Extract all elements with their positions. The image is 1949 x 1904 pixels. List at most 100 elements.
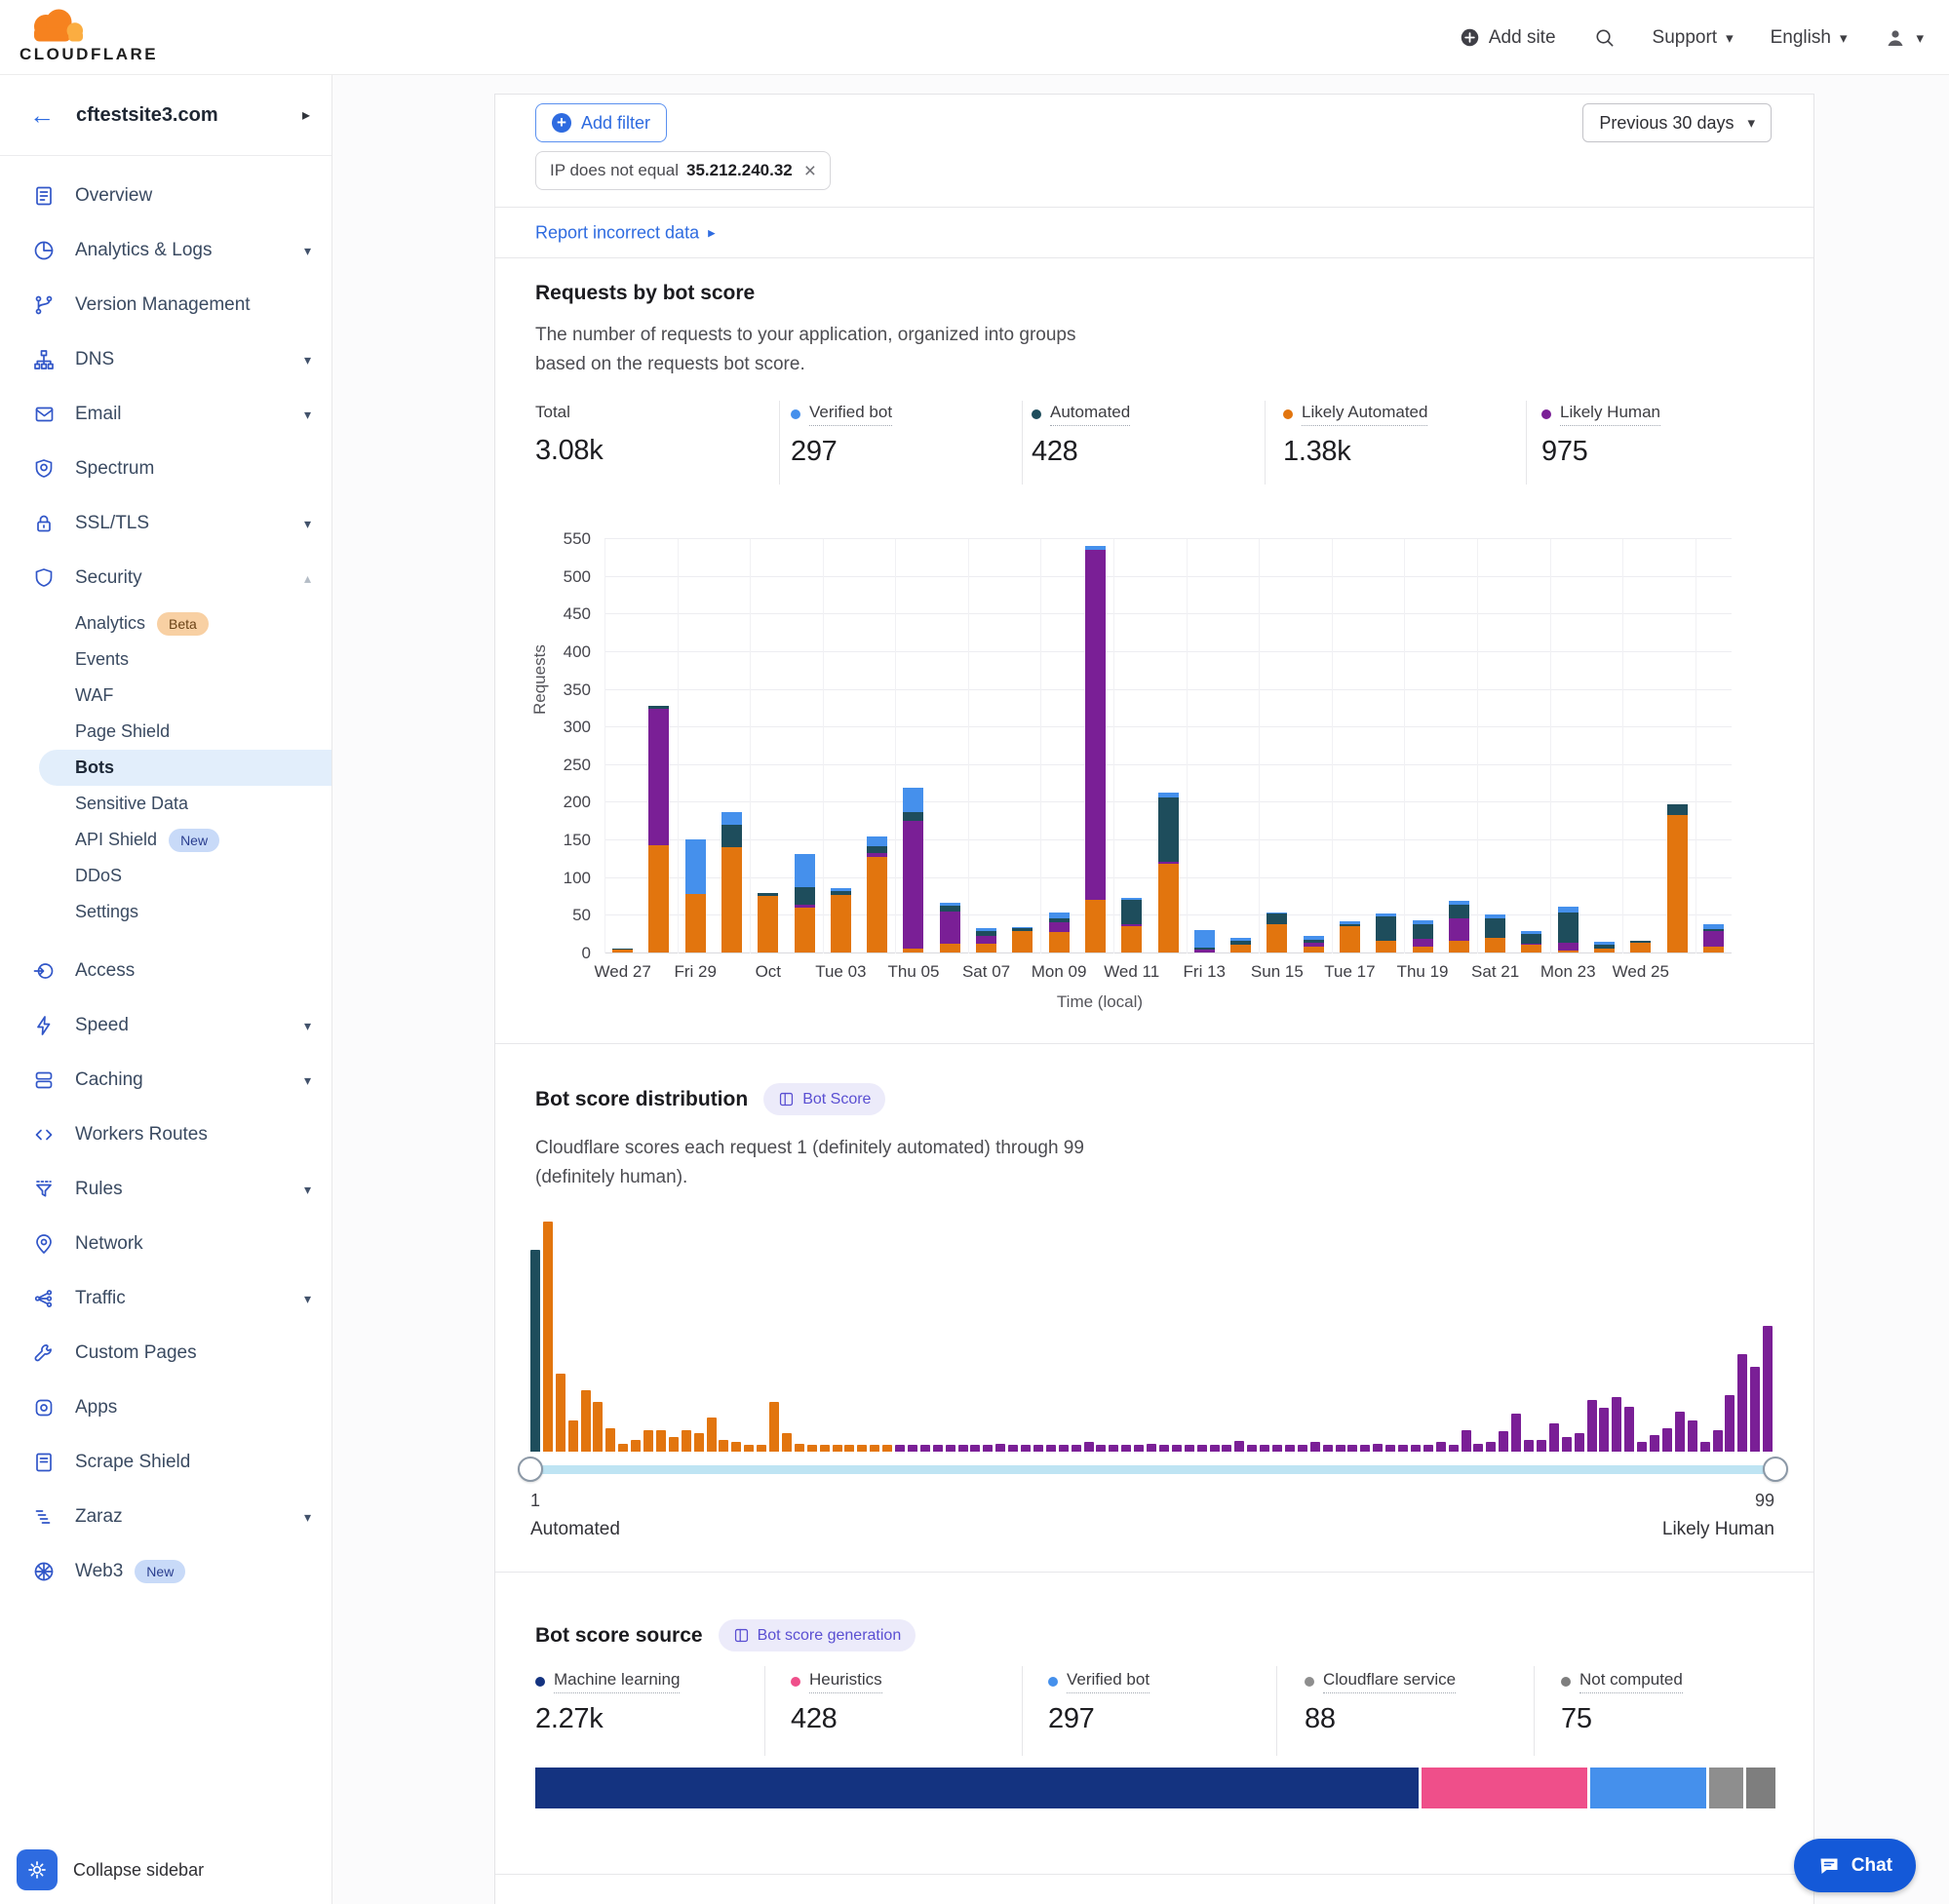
chart-bar[interactable]	[1193, 929, 1215, 952]
hist-bar-likely-automated[interactable]	[542, 1222, 553, 1452]
chart-bar[interactable]	[1303, 936, 1324, 952]
hist-bar-likely-human[interactable]	[1033, 1444, 1043, 1452]
sidebar-item-access[interactable]: Access	[0, 944, 331, 998]
sidebar-item-security[interactable]: Security ▴	[0, 551, 331, 605]
hist-bar-likely-human[interactable]	[1058, 1444, 1069, 1452]
chart-bar[interactable]	[1084, 545, 1106, 952]
sidebar-item-spectrum[interactable]: Spectrum	[0, 442, 331, 496]
sidebar-item-ssl-tls[interactable]: SSL/TLS ▾	[0, 496, 331, 551]
hist-bar-likely-human[interactable]	[1045, 1444, 1056, 1452]
chat-button[interactable]: Chat	[1793, 1839, 1916, 1892]
chart-bar[interactable]	[758, 892, 779, 952]
hist-bar-likely-human[interactable]	[1309, 1442, 1320, 1452]
sidebar-item-api-shield[interactable]: API Shield New	[0, 822, 331, 858]
hist-bar-likely-automated[interactable]	[882, 1445, 893, 1452]
chart-bar[interactable]	[830, 888, 851, 952]
chart-bar[interactable]	[939, 903, 960, 952]
hist-bar-likely-human[interactable]	[1536, 1439, 1546, 1452]
hist-bar-likely-human[interactable]	[1147, 1443, 1157, 1452]
chart-bar[interactable]	[1267, 913, 1288, 952]
sidebar-item-email[interactable]: Email ▾	[0, 387, 331, 442]
hist-bar-likely-human[interactable]	[1322, 1444, 1333, 1452]
hist-bar-likely-human[interactable]	[995, 1443, 1006, 1452]
hist-bar-likely-human[interactable]	[1260, 1444, 1270, 1452]
hist-bar-likely-human[interactable]	[983, 1444, 994, 1452]
hist-bar-likely-automated[interactable]	[643, 1430, 654, 1452]
hist-bar-likely-human[interactable]	[1272, 1444, 1283, 1452]
hist-bar-likely-automated[interactable]	[870, 1445, 880, 1452]
slider-handle-max[interactable]	[1763, 1457, 1788, 1482]
chart-bar[interactable]	[1593, 942, 1615, 952]
add-filter-button[interactable]: + Add filter	[535, 103, 668, 142]
hist-bar-likely-human[interactable]	[1360, 1444, 1371, 1452]
site-selector[interactable]: ← cftestsite3.com ▸	[0, 75, 331, 156]
hist-bar-likely-human[interactable]	[970, 1444, 981, 1452]
search-button[interactable]	[1593, 26, 1616, 49]
report-incorrect-data-link[interactable]: Report incorrect data ▸	[535, 222, 716, 243]
hist-bar-likely-human[interactable]	[1209, 1444, 1220, 1452]
hist-bar-likely-automated[interactable]	[844, 1445, 855, 1452]
hist-bar-likely-automated[interactable]	[593, 1401, 604, 1452]
hist-bar-likely-human[interactable]	[1461, 1430, 1471, 1452]
chart-bar[interactable]	[1012, 926, 1033, 952]
chart-bar[interactable]	[1485, 914, 1506, 952]
chart-bar[interactable]	[1376, 913, 1397, 952]
chart-bar[interactable]	[612, 949, 634, 952]
hist-bar-likely-human[interactable]	[1247, 1444, 1258, 1452]
hist-bar-likely-human[interactable]	[1423, 1444, 1433, 1452]
sidebar-item-events[interactable]: Events	[0, 641, 331, 678]
chart-bar[interactable]	[1412, 919, 1433, 952]
sidebar-item-custom-pages[interactable]: Custom Pages	[0, 1326, 331, 1380]
hist-bar-likely-human[interactable]	[1184, 1444, 1194, 1452]
chart-bar[interactable]	[1630, 940, 1652, 952]
sidebar-item-ddos[interactable]: DDoS	[0, 858, 331, 894]
hist-bar-likely-automated[interactable]	[731, 1442, 742, 1452]
sidebar-item-waf[interactable]: WAF	[0, 678, 331, 714]
hist-bar-likely-human[interactable]	[1712, 1430, 1723, 1452]
sidebar-item-rules[interactable]: Rules ▾	[0, 1162, 331, 1217]
hist-bar-likely-human[interactable]	[1373, 1443, 1384, 1452]
hist-bar-likely-human[interactable]	[1637, 1442, 1648, 1452]
hist-bar-likely-human[interactable]	[1737, 1354, 1748, 1452]
sidebar-item-network[interactable]: Network	[0, 1217, 331, 1271]
hist-bar-likely-human[interactable]	[1385, 1444, 1396, 1452]
hist-bar-likely-automated[interactable]	[819, 1445, 830, 1452]
sidebar-item-scrape-shield[interactable]: Scrape Shield	[0, 1435, 331, 1490]
chart-bar[interactable]	[1121, 898, 1143, 952]
hist-bar-likely-human[interactable]	[1687, 1420, 1697, 1452]
chart-bar[interactable]	[684, 839, 706, 952]
hist-bar-likely-automated[interactable]	[681, 1430, 691, 1452]
time-range-select[interactable]: Previous 30 days ▾	[1582, 103, 1772, 142]
hist-bar-likely-human[interactable]	[1448, 1444, 1459, 1452]
remove-filter-icon[interactable]: ×	[803, 159, 816, 182]
hist-bar-likely-human[interactable]	[1586, 1399, 1597, 1452]
hist-bar-likely-human[interactable]	[907, 1444, 917, 1452]
settings-gear-button[interactable]	[17, 1849, 58, 1890]
hist-bar-likely-automated[interactable]	[668, 1437, 679, 1452]
slider-handle-min[interactable]	[518, 1457, 543, 1482]
bot-score-generation-badge[interactable]: Bot score generation	[718, 1619, 916, 1651]
chart-bar[interactable]	[867, 836, 888, 952]
sidebar-item-overview[interactable]: Overview	[0, 169, 331, 223]
hist-bar-likely-human[interactable]	[957, 1444, 968, 1452]
sidebar-item-zaraz[interactable]: Zaraz ▾	[0, 1490, 331, 1544]
collapse-sidebar-label[interactable]: Collapse sidebar	[73, 1859, 205, 1880]
hist-bar-likely-human[interactable]	[1398, 1444, 1409, 1452]
hist-bar-likely-human[interactable]	[1196, 1444, 1207, 1452]
hist-bar-likely-human[interactable]	[1599, 1408, 1610, 1452]
hist-bar-likely-automated[interactable]	[769, 1401, 780, 1452]
hist-bar-likely-human[interactable]	[1763, 1326, 1774, 1452]
account-menu[interactable]: ▾	[1884, 26, 1924, 50]
hist-bar-likely-automated[interactable]	[618, 1443, 629, 1452]
hist-bar-likely-human[interactable]	[1121, 1444, 1132, 1452]
chart-bar[interactable]	[1666, 803, 1688, 952]
hist-bar-likely-human[interactable]	[1499, 1431, 1509, 1452]
language-menu[interactable]: English ▾	[1771, 27, 1848, 49]
sidebar-item-speed[interactable]: Speed ▾	[0, 998, 331, 1053]
chart-bar[interactable]	[1230, 938, 1252, 952]
hist-bar-likely-automated[interactable]	[806, 1445, 817, 1452]
sidebar-item-web3[interactable]: Web3 New	[0, 1544, 331, 1599]
hist-bar-likely-human[interactable]	[1284, 1444, 1295, 1452]
hist-bar-likely-human[interactable]	[1435, 1442, 1446, 1452]
sidebar-item-dns[interactable]: DNS ▾	[0, 332, 331, 387]
